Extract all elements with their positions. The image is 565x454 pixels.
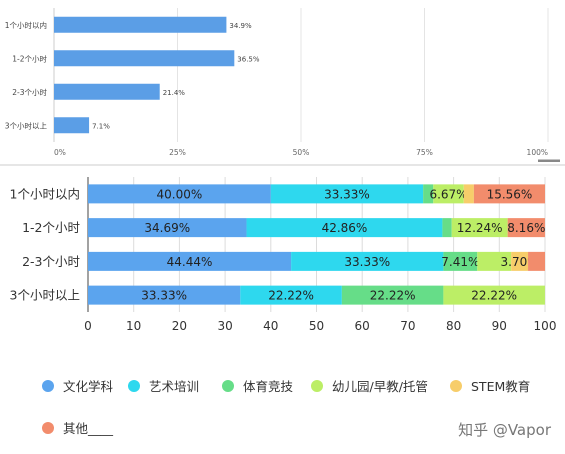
chart-divider (0, 164, 565, 166)
category-label: 3个小时以上 (10, 288, 80, 303)
x-tick-label: 75% (416, 148, 433, 157)
legend-label: STEM教育 (471, 379, 531, 394)
stacked-bar-segment (423, 184, 434, 204)
chart-bottom: 0 10 20 30 40 50 60 70 80 90 100 1个小时以内 40.00% 33.33%… (10, 177, 557, 333)
bar (54, 16, 227, 33)
stacked-bar-segment (528, 251, 545, 271)
stacked-bar-segment (88, 285, 241, 305)
legend-item[interactable]: 艺术培训 (128, 376, 199, 395)
data-label: 21.4% (163, 89, 186, 97)
stacked-bar-segment (270, 184, 424, 204)
legend-item[interactable]: 文化学科 (42, 376, 113, 395)
data-label: 7.41% (441, 255, 479, 269)
data-label: 7.1% (92, 122, 110, 130)
x-tick-label: 40 (263, 319, 278, 333)
legend-dot (450, 379, 462, 392)
legend-label: 幼儿园/早教/托管 (332, 379, 428, 394)
legend-dot (42, 421, 54, 434)
data-label: 6.67% (429, 187, 467, 201)
data-label: 36.5% (237, 55, 260, 63)
legend-label: 文化学科 (63, 379, 114, 394)
bar (54, 83, 160, 100)
x-tick-label: 50 (309, 319, 324, 333)
x-tick-label: 20 (172, 319, 187, 333)
data-label: 15.56% (487, 187, 533, 201)
x-tick-label: 60 (355, 319, 370, 333)
legend-dot (311, 379, 323, 392)
x-tick-label: 70 (400, 319, 415, 333)
legend-label: 体育竞技 (243, 379, 294, 394)
chart-top: 0% 25% 50% 75% 100% 1个小时以内 34.9% 1-2个小时 36.5% 2-3… (5, 8, 560, 162)
category-label: 2-3个小时 (12, 87, 47, 97)
stacked-bar-segment (463, 184, 474, 204)
stacked-bar-segment (240, 285, 342, 305)
bar (54, 117, 90, 134)
legend-dot (222, 379, 234, 392)
stacked-bar-segment (88, 251, 292, 271)
data-label: 33.33% (141, 289, 187, 303)
x-tick-label: 90 (492, 319, 507, 333)
x-tick-label: 30 (217, 319, 232, 333)
stacked-bar-segment (88, 184, 271, 204)
x-tick-label: 0% (54, 148, 66, 157)
x-tick-label: 25% (169, 148, 186, 157)
data-label: 22.22% (370, 289, 416, 303)
legend-dot (42, 379, 54, 392)
data-label: 22.22% (268, 289, 314, 303)
data-label: 40.00% (157, 187, 203, 201)
legend-item[interactable]: 幼儿园/早教/托管 (311, 376, 428, 395)
legend-label: 其他____ (63, 421, 114, 436)
legend-dot (128, 379, 140, 392)
category-label: 1个小时以内 (5, 20, 47, 30)
x-tick-label: 100 (534, 319, 557, 333)
stacked-bar-segment (477, 251, 512, 271)
stacked-bar-segment (88, 218, 247, 238)
x-tick-label: 100% (527, 148, 548, 157)
watermark: 知乎 @Vapor (458, 421, 551, 439)
legend: 文化学科 艺术培训 体育竞技 幼儿园/早教/托管 STEM教育 其他____ (0, 368, 565, 448)
data-label: 33.33% (344, 255, 390, 269)
category-label: 2-3个小时 (22, 254, 80, 269)
category-label: 1-2个小时 (12, 53, 47, 63)
data-label: 34.69% (144, 221, 190, 235)
data-label: 34.9% (229, 22, 252, 30)
stacked-bar-segment (511, 251, 529, 271)
data-label: 44.44% (167, 255, 213, 269)
stacked-bar-segment (341, 285, 444, 305)
data-label: 22.22% (471, 289, 517, 303)
category-label: 1个小时以内 (10, 186, 80, 201)
data-label: 42.86% (322, 221, 368, 235)
stacked-bar-segment (443, 285, 545, 305)
stacked-bar-segment (451, 218, 508, 238)
bar (54, 50, 235, 67)
stacked-bar-segment (291, 251, 444, 271)
legend-item[interactable]: STEM教育 (450, 376, 530, 395)
x-tick-label: 80 (446, 319, 461, 333)
x-tick-label: 10 (126, 319, 141, 333)
stacked-bar-segment (246, 218, 443, 238)
data-label: 12.24% (457, 221, 503, 235)
stacked-bar-segment (473, 184, 545, 204)
x-tick-label: 50% (293, 148, 310, 157)
category-label: 3个小时以上 (5, 120, 48, 130)
legend-item[interactable]: 体育竞技 (222, 376, 293, 395)
stacked-bar-segment (442, 218, 452, 238)
x-tick-label: 0 (84, 319, 92, 333)
data-label: 8.16% (507, 221, 545, 235)
data-label: 33.33% (324, 187, 370, 201)
stacked-bar-segment (433, 184, 464, 204)
stacked-bar-segment (443, 251, 478, 271)
legend-label: 艺术培训 (149, 379, 200, 394)
category-label: 1-2个小时 (22, 220, 80, 235)
stacked-bar-segment (507, 218, 545, 238)
legend-item[interactable]: 其他____ (42, 418, 113, 437)
